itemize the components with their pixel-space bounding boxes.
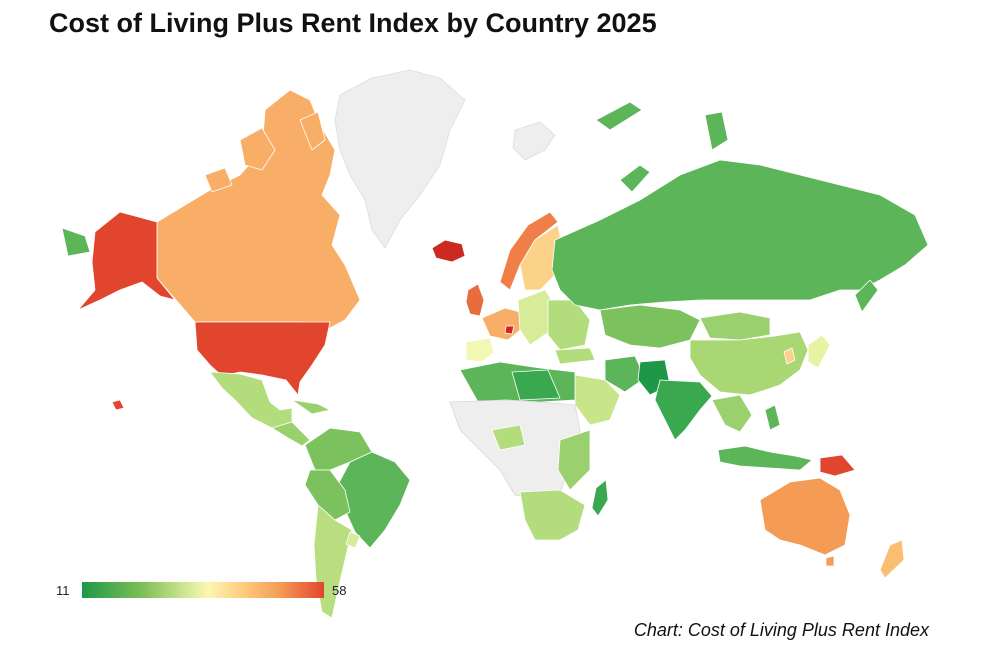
- legend-max-label: 58: [332, 583, 347, 598]
- region-united-kingdom[interactable]: [465, 283, 485, 317]
- region-australia[interactable]: [759, 477, 851, 556]
- region-china[interactable]: [689, 331, 809, 396]
- region-alaska[interactable]: [77, 211, 176, 311]
- region-novaya-zemlya[interactable]: [619, 164, 651, 193]
- region-indonesia[interactable]: [717, 445, 813, 471]
- region-uruguay[interactable]: [345, 531, 361, 549]
- region-india[interactable]: [654, 379, 713, 441]
- region-hawaii[interactable]: [111, 399, 125, 411]
- region-iberia[interactable]: [465, 337, 495, 363]
- region-norway[interactable]: [499, 211, 559, 291]
- region-madagascar[interactable]: [591, 479, 609, 517]
- region-canada-islands[interactable]: [204, 111, 326, 193]
- region-western-europe[interactable]: [481, 307, 521, 341]
- region-iran[interactable]: [604, 355, 646, 393]
- region-caribbean[interactable]: [291, 399, 331, 415]
- region-papua-new-guinea[interactable]: [819, 454, 856, 477]
- region-chukotka[interactable]: [61, 227, 91, 257]
- region-west-africa[interactable]: [491, 424, 526, 451]
- region-kamchatka[interactable]: [854, 279, 879, 313]
- region-switzerland[interactable]: [504, 325, 515, 335]
- region-svalbard[interactable]: [512, 121, 556, 161]
- region-east-africa[interactable]: [557, 429, 591, 491]
- region-russia-arctic-islands[interactable]: [595, 101, 729, 151]
- region-tasmania[interactable]: [825, 555, 835, 567]
- region-united-states[interactable]: [194, 321, 331, 396]
- region-southeast-asia[interactable]: [711, 394, 753, 433]
- region-argentina-chile[interactable]: [313, 504, 353, 619]
- legend-gradient-bar: [82, 582, 324, 598]
- region-canada[interactable]: [156, 89, 361, 329]
- legend-min-label: 11: [56, 583, 70, 598]
- region-japan[interactable]: [807, 334, 831, 369]
- region-eastern-europe[interactable]: [547, 299, 591, 351]
- region-central-america[interactable]: [271, 421, 311, 447]
- region-philippines[interactable]: [764, 404, 781, 431]
- chart-title: Cost of Living Plus Rent Index by Countr…: [49, 8, 657, 38]
- region-mexico[interactable]: [209, 371, 293, 429]
- chart-source-caption: Chart: Cost of Living Plus Rent Index: [633, 620, 929, 640]
- region-central-asia[interactable]: [599, 304, 701, 349]
- region-korea[interactable]: [783, 347, 796, 365]
- region-new-zealand[interactable]: [879, 539, 905, 579]
- region-libya-egypt[interactable]: [511, 369, 561, 401]
- region-peru-bolivia[interactable]: [304, 469, 351, 521]
- region-southern-africa[interactable]: [519, 489, 586, 541]
- region-iceland[interactable]: [431, 239, 466, 263]
- region-mongolia[interactable]: [699, 311, 771, 341]
- region-greenland[interactable]: [334, 69, 466, 249]
- region-turkey[interactable]: [554, 347, 596, 365]
